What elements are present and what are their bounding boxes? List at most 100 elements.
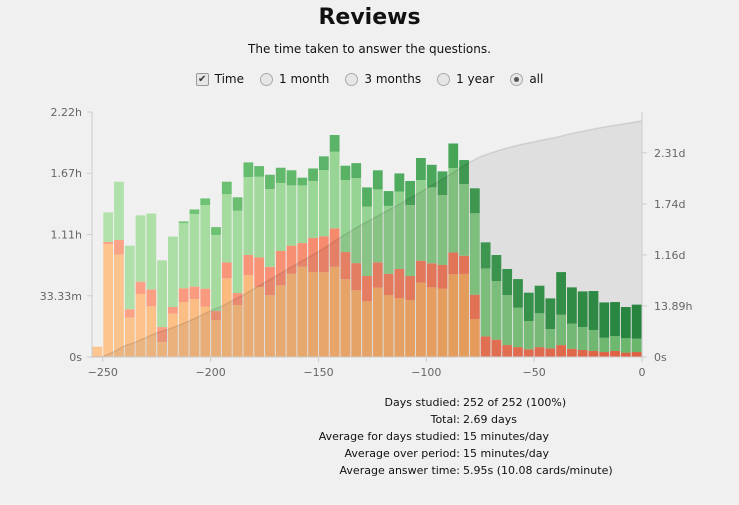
time-checkbox[interactable]: ✔ [195,72,209,86]
y2-tick-label: 13.89h [654,300,692,313]
learn-bar [135,293,146,357]
radio-3-months[interactable] [345,72,359,86]
mature-bar [513,279,523,308]
relearn-bar [211,311,221,321]
young-bar [135,215,146,282]
mature-bar [405,180,416,206]
range-3-months[interactable]: 3 months [345,72,421,86]
mature-bar [211,227,221,235]
learn-bar [254,286,265,357]
relearn-bar [372,262,383,288]
relearn-bar [167,307,178,314]
relearn-bar [221,262,232,279]
time-checkbox-option[interactable]: ✔ Time [195,72,245,86]
relearn-bar [146,289,157,307]
mature-bar [567,287,577,324]
young-bar [491,281,502,340]
x-tick-label: −250 [88,366,118,379]
mature-bar [588,291,599,330]
relearn-bar [308,237,318,273]
relearn-bar [297,243,308,267]
relearn-bar [610,350,620,357]
young-bar [146,213,157,290]
mature-bar [394,173,405,192]
young-bar [114,181,124,240]
learn-bar [383,295,394,357]
relearn-bar [232,293,243,305]
range-1-month[interactable]: 1 month [260,72,329,86]
time-checkbox-label: Time [214,72,245,86]
mature-bar [221,181,232,195]
relearn-bar [114,239,124,255]
young-bar [556,314,567,346]
mature-bar [577,291,588,328]
young-bar [513,307,523,348]
learn-bar [351,290,362,357]
relearn-bar [362,275,372,302]
relearn-bar [545,348,556,357]
x-tick-label: −50 [523,366,546,379]
y2-tick-label: 1.74d [654,198,685,211]
young-bar [200,205,211,289]
relearn-bar [351,263,362,291]
relearn-bar [124,309,135,318]
radio-1-month[interactable] [260,72,274,86]
learn-bar [178,302,189,357]
range-1-year[interactable]: 1 year [437,72,494,86]
mature-bar [631,304,642,339]
y2-tick-label: 0s [654,351,667,364]
learn-bar [416,282,426,357]
relearn-bar [275,250,286,286]
mature-bar [232,197,243,211]
relearn-bar [383,273,394,296]
stat-value: 2.69 days [463,413,517,426]
young-bar [167,236,178,308]
relearn-bar [254,257,265,287]
relearn-bar [567,348,577,357]
x-tick-label: −100 [411,366,441,379]
y-tick-label: 2.22h [51,106,82,119]
relearn-bar [103,241,114,244]
stat-label: Days studied: [384,396,460,409]
learn-bar [372,287,383,357]
mature-bar [254,166,265,177]
learn-bar [265,295,275,357]
relearn-bar [265,266,275,296]
mature-bar [372,170,383,190]
relearn-bar [599,352,610,357]
learn-bar [308,272,318,357]
learn-bar [437,288,448,357]
young-bar [351,178,362,264]
relearn-bar [588,350,599,357]
relearn-bar [416,260,426,283]
mature-bar [340,165,351,181]
learn-bar [318,272,329,357]
young-bar [545,329,556,349]
young-bar [308,180,318,238]
learn-bar [405,300,416,357]
young-bar [362,206,372,276]
range-all[interactable]: all [510,72,543,86]
stat-value: 15 minutes/day [463,430,549,443]
x-tick-label: 0 [639,366,646,379]
stat-label: Total: [430,413,460,426]
cumulative-layer [91,120,643,358]
young-bar [318,170,329,237]
learn-bar [232,304,243,357]
mature-bar [351,163,362,179]
relearn-bar [437,264,448,289]
young-bar [329,151,340,229]
radio-all[interactable] [510,72,524,86]
learn-bar [362,301,372,357]
relearn-bar [534,347,545,357]
y-tick-label: 0s [69,351,82,364]
relearn-bar [620,352,631,357]
relearn-bar [189,286,200,299]
young-bar [437,195,448,265]
y2-tick-label: 2.31d [654,147,685,160]
relearn-bar [243,255,254,276]
radio-1-year[interactable] [437,72,451,86]
mature-bar [189,209,200,215]
young-bar [588,329,599,351]
relearn-bar [502,345,513,357]
